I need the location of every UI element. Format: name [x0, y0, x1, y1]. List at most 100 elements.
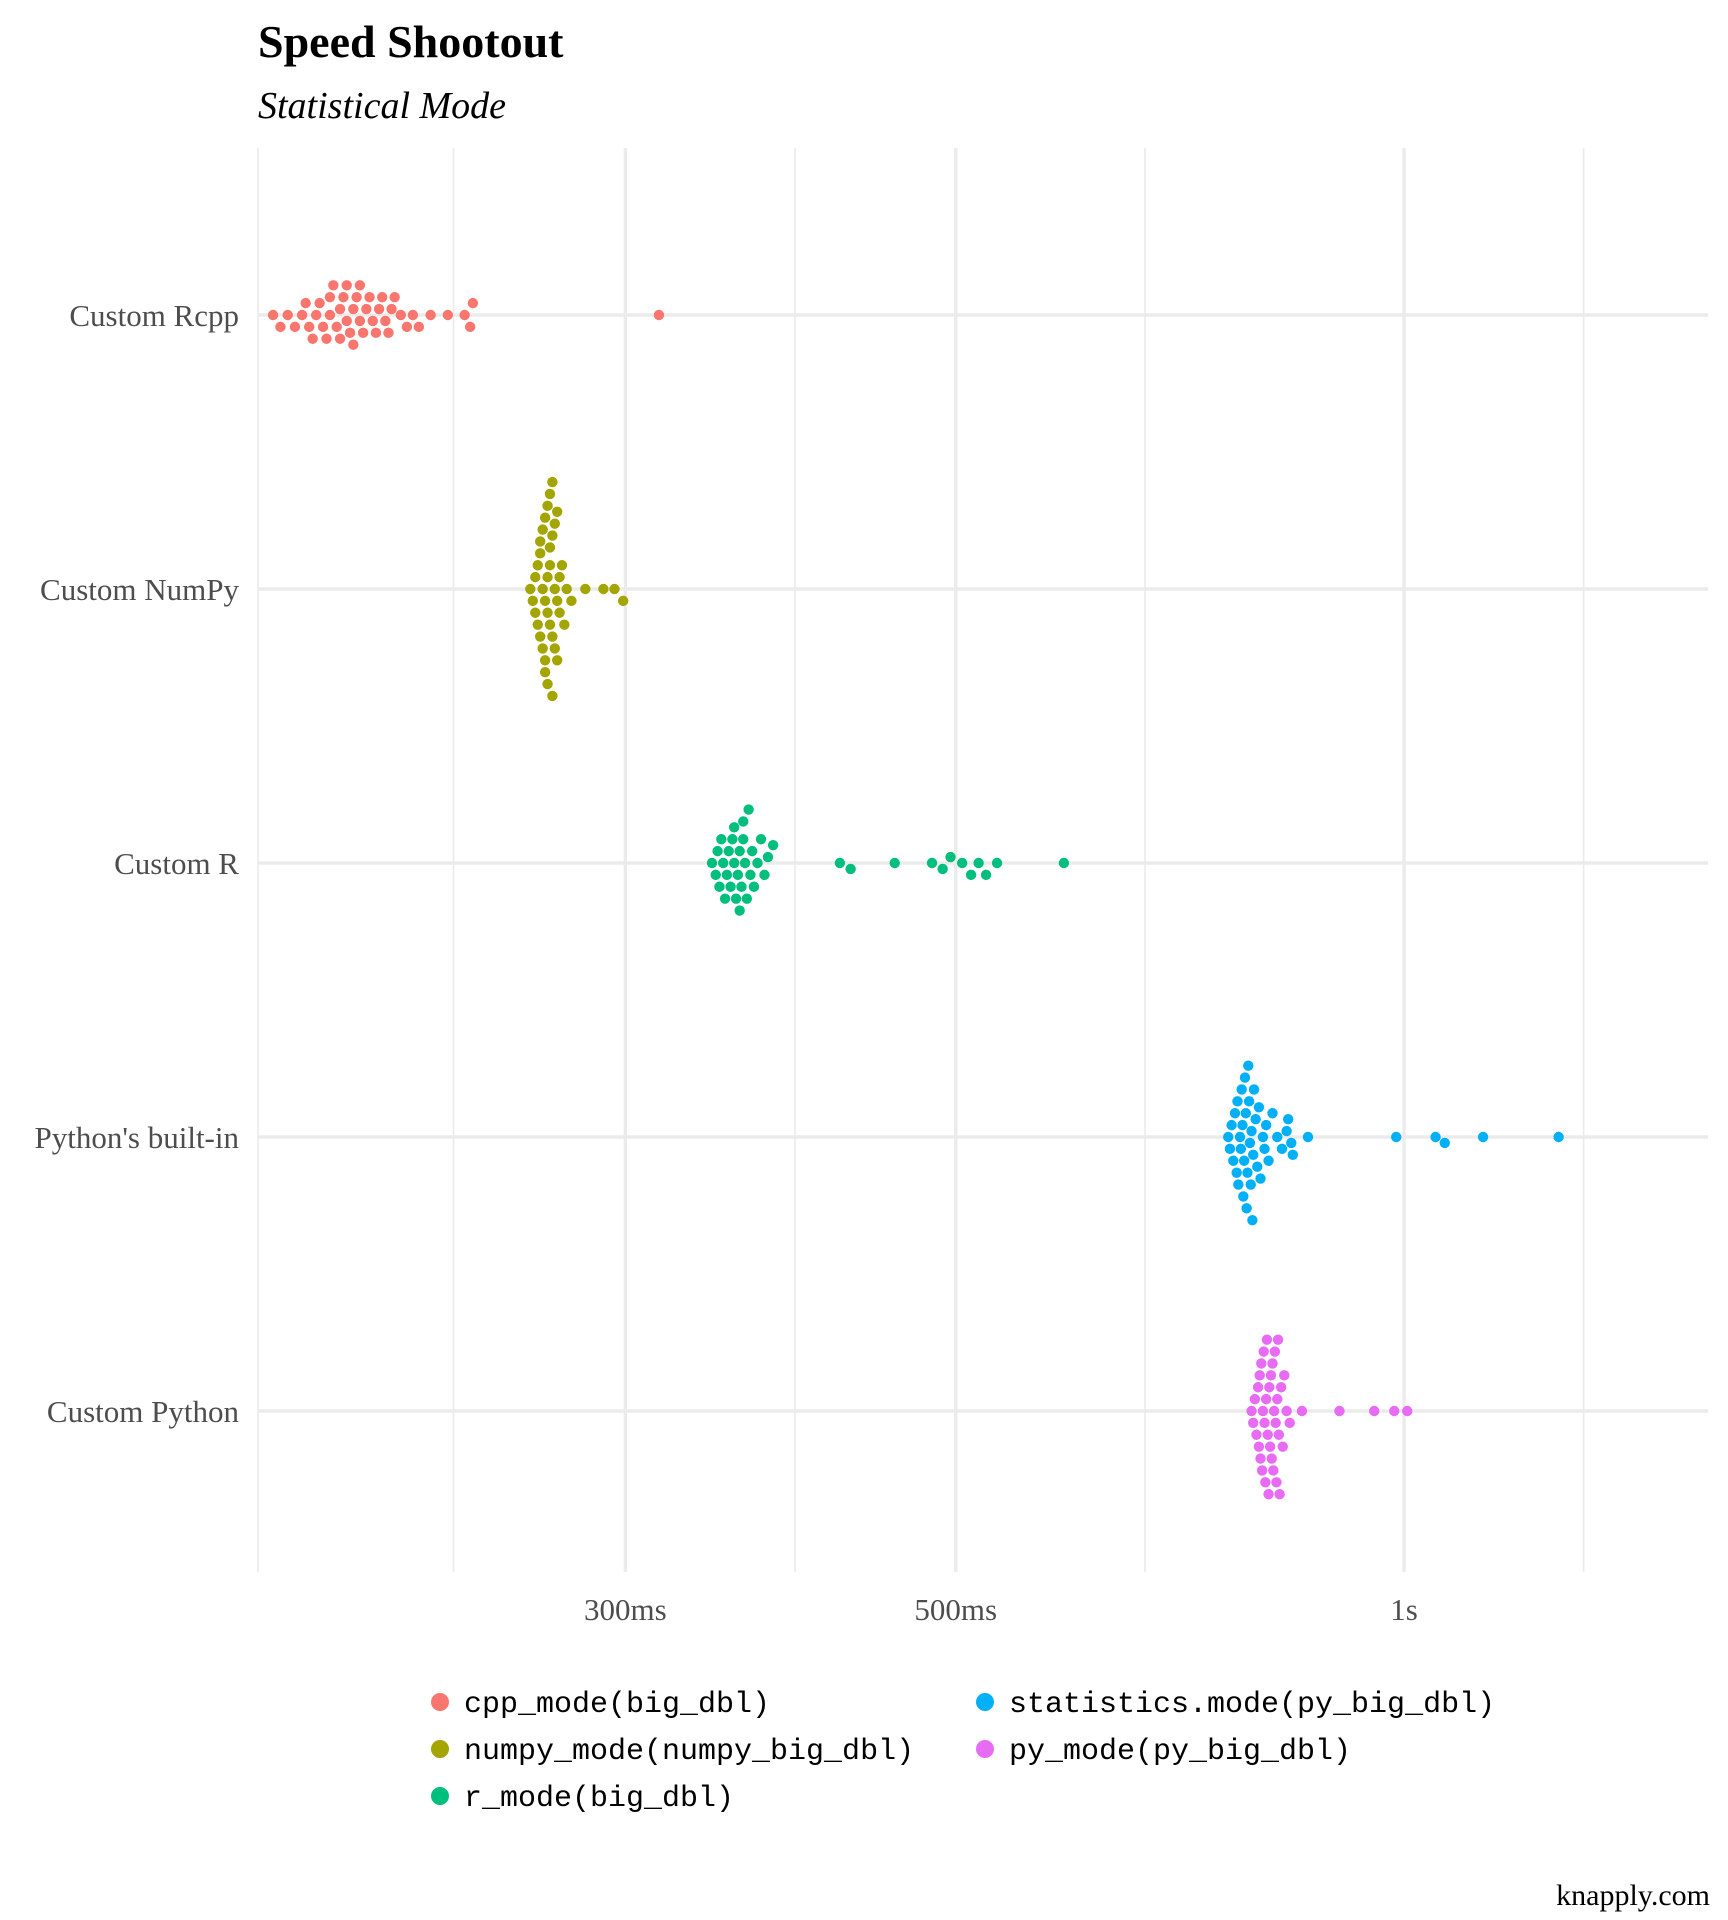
data-point [1553, 1131, 1564, 1143]
data-point [413, 321, 425, 333]
data-point [1262, 1429, 1273, 1440]
data-point [1255, 1173, 1266, 1184]
data-point [357, 327, 369, 339]
data-point [714, 881, 725, 892]
legend-item: statistics.mode(py_big_dbl) [976, 1688, 1495, 1722]
data-point [377, 291, 388, 303]
data-point [344, 327, 356, 339]
data-point [609, 583, 620, 595]
data-point [547, 530, 558, 541]
data-point [1254, 1370, 1265, 1381]
data-point [1263, 1155, 1274, 1166]
data-point [1265, 1370, 1277, 1381]
data-point [1282, 1113, 1294, 1125]
data-point [1263, 1488, 1274, 1500]
x-tick-label: 300ms [584, 1592, 667, 1627]
data-point [1234, 1131, 1246, 1143]
data-points [267, 280, 1564, 1500]
data-point [1238, 1155, 1250, 1166]
data-point [532, 619, 543, 630]
data-point [401, 321, 413, 333]
data-point [275, 321, 286, 333]
data-point [537, 643, 548, 654]
data-point [1260, 1119, 1272, 1131]
data-point [314, 297, 325, 309]
data-point [1058, 857, 1070, 869]
data-point [1272, 1334, 1284, 1345]
data-point [547, 631, 558, 642]
data-point [338, 291, 349, 303]
data-point [1223, 1131, 1234, 1143]
data-point [373, 303, 385, 315]
chart-subtitle: Statistical Mode [258, 85, 506, 127]
data-point [547, 690, 558, 702]
data-point [539, 655, 551, 666]
data-point [1229, 1108, 1241, 1119]
data-point [1259, 1417, 1270, 1429]
data-point [1267, 1358, 1278, 1369]
data-point [716, 834, 727, 845]
data-point [361, 303, 372, 315]
data-point [746, 845, 758, 857]
data-point [1430, 1131, 1441, 1143]
legend-item: py_mode(py_big_dbl) [976, 1735, 1351, 1769]
data-point [549, 518, 561, 529]
x-tick-label: 500ms [914, 1592, 997, 1627]
data-point [552, 655, 563, 666]
data-point [383, 327, 394, 339]
data-point [1272, 1131, 1283, 1143]
legend-item: cpp_mode(big_dbl) [431, 1688, 770, 1722]
data-point [729, 822, 740, 833]
x-axis-tick-labels: 300ms 500ms 1s [584, 1592, 1418, 1627]
data-point [370, 327, 382, 339]
data-point [755, 834, 767, 845]
data-point [1277, 1441, 1288, 1452]
data-point [767, 839, 779, 851]
data-point [537, 524, 548, 535]
data-point [442, 309, 454, 321]
data-point [539, 512, 551, 523]
data-point [341, 315, 352, 327]
data-point [706, 857, 718, 869]
data-point [1243, 1060, 1254, 1071]
data-point [739, 857, 751, 869]
x-tick-label: 1s [1390, 1592, 1418, 1627]
legend-key-icon [976, 1740, 994, 1758]
data-point [549, 583, 561, 595]
data-point [334, 303, 346, 315]
data-point [1246, 1405, 1257, 1417]
data-point [1256, 1465, 1268, 1476]
data-point [324, 291, 336, 303]
data-point [1261, 1334, 1273, 1345]
data-point [580, 583, 591, 595]
data-point [748, 881, 760, 892]
data-point [554, 607, 565, 618]
data-point [1273, 1429, 1285, 1440]
data-point [530, 571, 541, 583]
legend-key-icon [431, 1693, 449, 1711]
data-point [736, 881, 747, 892]
data-point [1237, 1119, 1248, 1131]
data-point [544, 488, 556, 500]
data-point [1302, 1131, 1314, 1143]
data-point [1264, 1382, 1275, 1393]
data-point [389, 291, 400, 303]
data-point [1275, 1382, 1287, 1393]
data-point [723, 845, 734, 857]
data-point [331, 321, 342, 333]
data-point [1267, 1108, 1278, 1119]
data-point [1245, 1179, 1256, 1190]
data-point [310, 309, 322, 321]
y-tick-label: Custom Python [47, 1394, 240, 1429]
data-point [729, 857, 740, 869]
data-point [730, 893, 742, 904]
data-point [1244, 1137, 1256, 1149]
legend-key-icon [431, 1787, 449, 1805]
data-point [1279, 1370, 1290, 1381]
data-point [535, 631, 546, 642]
data-point [965, 869, 977, 881]
data-point [1274, 1488, 1285, 1500]
data-point [734, 845, 745, 857]
data-point [732, 869, 744, 881]
data-point [759, 869, 770, 881]
